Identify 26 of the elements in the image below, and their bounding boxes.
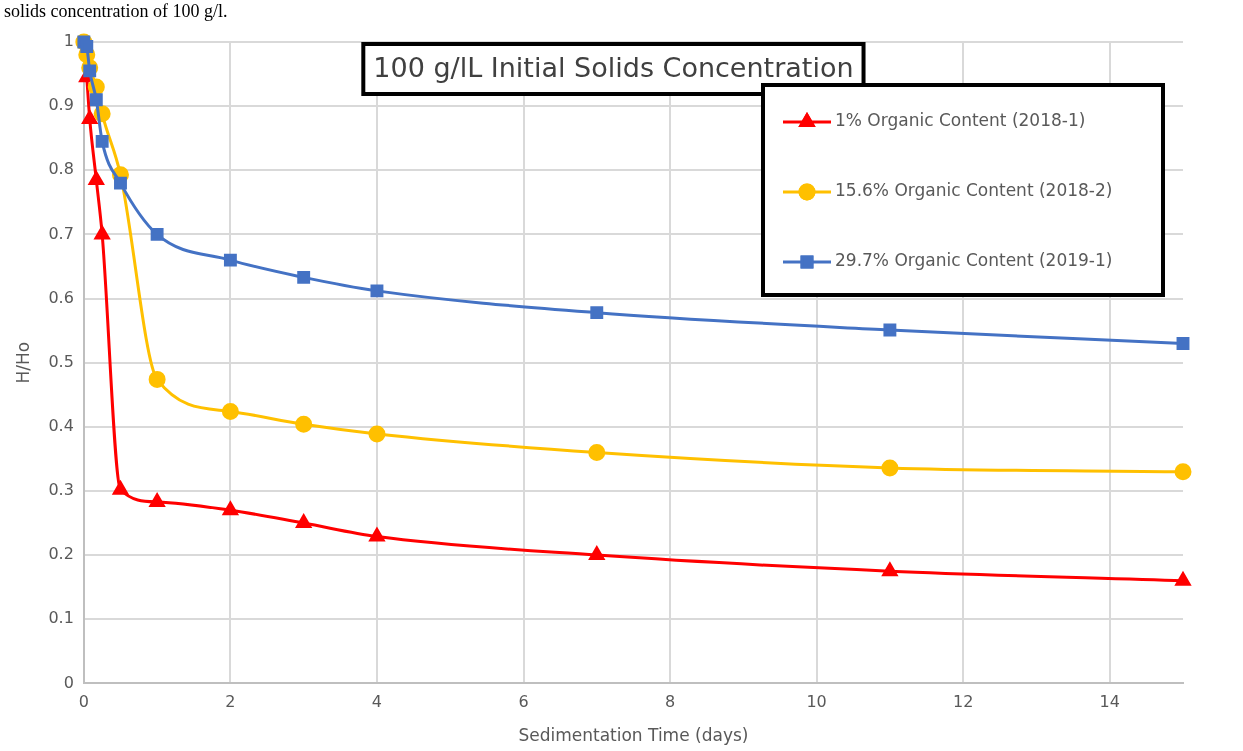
- x-tick-label: 2: [225, 692, 236, 712]
- x-axis-title: Sedimentation Time (days): [518, 725, 749, 746]
- legend-label: 29.7% Organic Content (2019-1): [835, 250, 1113, 271]
- y-tick-label: 0.6: [48, 287, 74, 307]
- y-tick-label: 0.3: [48, 480, 74, 500]
- y-tick-label: 0.8: [48, 159, 74, 179]
- y-tick-label: 0.4: [48, 416, 74, 435]
- x-tick-label: 10: [806, 692, 827, 712]
- x-tick-label: 8: [664, 692, 676, 712]
- x-tick-label: 14: [1099, 692, 1120, 712]
- x-tick-label: 6: [518, 692, 529, 712]
- y-tick-label: 0: [63, 672, 74, 692]
- y-tick-label: 0.5: [48, 351, 74, 371]
- legend-label: 1% Organic Content (2018-1): [835, 110, 1086, 131]
- y-tick-label: 0.1: [48, 608, 74, 628]
- y-axis-title: H/Ho: [12, 341, 33, 384]
- text: solids concentration of 100 g/l.: [3, 0, 229, 22]
- legend-label: 15.6% Organic Content (2018-2): [835, 180, 1113, 201]
- y-tick-label: 0.2: [48, 544, 74, 564]
- chart-title: 100 g/lL Initial Solids Concentration: [373, 52, 854, 84]
- y-tick-label: 0.9: [48, 95, 74, 115]
- x-tick-label: 0: [78, 692, 89, 712]
- x-tick-label: 4: [371, 692, 383, 712]
- y-tick-label: 0.7: [48, 223, 74, 243]
- y-tick-label: 1: [63, 31, 74, 51]
- x-tick-label: 12: [952, 692, 974, 712]
